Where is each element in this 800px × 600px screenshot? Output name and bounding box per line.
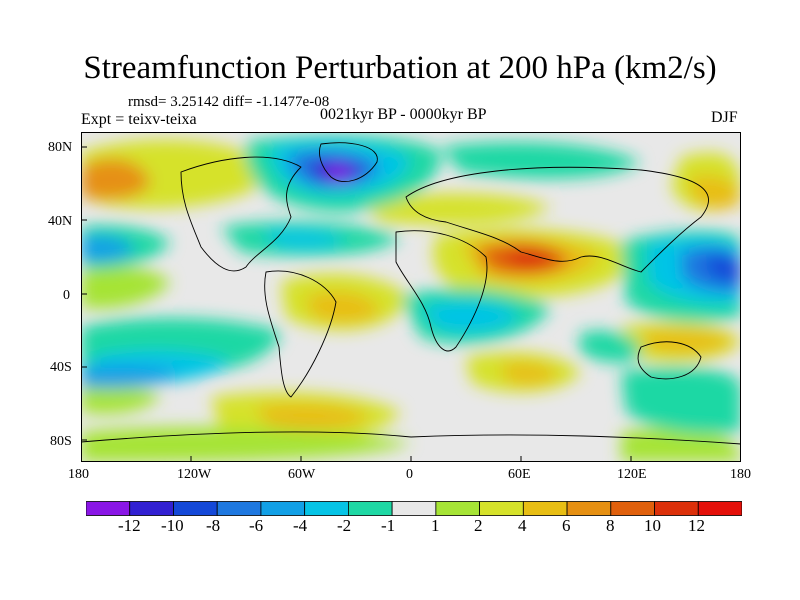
lon-label: 60W [288, 467, 316, 482]
colorbar-swatch [435, 501, 480, 516]
lon-label: 180 [730, 467, 751, 482]
colorbar-label: 2 [474, 516, 483, 535]
colorbar-swatch [391, 501, 437, 516]
colorbar [86, 501, 742, 516]
colorbar-swatch [86, 501, 131, 516]
colorbar-swatch [347, 501, 393, 516]
lat-label: 80N [48, 140, 73, 155]
lon-label: 120W [177, 467, 212, 482]
colorbar-swatch [697, 501, 742, 516]
lon-label: 180 [68, 467, 89, 482]
colorbar-label: -8 [206, 516, 221, 535]
colorbar-label: 12 [688, 516, 705, 535]
colorbar-swatch [522, 501, 568, 516]
eurasia-coast [405, 166, 709, 273]
antarctica-coast [81, 431, 741, 445]
lat-label: 80S [50, 434, 72, 449]
streamfunction-map [81, 132, 741, 462]
colorbar-label: 8 [606, 516, 615, 535]
colorbar-label: 1 [431, 516, 440, 535]
lon-label: 0 [406, 467, 413, 482]
lat-label: 40N [48, 214, 73, 229]
period-label: 0021kyr BP - 0000kyr BP [320, 106, 487, 123]
australia-coast [637, 341, 702, 380]
colorbar-label: -12 [118, 516, 141, 535]
colorbar-label: -2 [337, 516, 352, 535]
axis-ticks [81, 146, 632, 462]
colorbar-label: -6 [249, 516, 264, 535]
colorbar-swatch [173, 501, 218, 516]
colorbar-swatch [216, 501, 262, 516]
colorbar-label: -10 [161, 516, 184, 535]
colorbar-label: 6 [562, 516, 571, 535]
coastlines [81, 142, 741, 445]
experiment-label: Expt = teixv-teixa [81, 111, 197, 128]
colorbar-swatch [479, 501, 524, 516]
colorbar-label: -4 [293, 516, 308, 535]
africa-coast [395, 230, 488, 352]
contour-fill [81, 135, 741, 462]
greenland-coast [319, 142, 378, 182]
colorbar-swatch [304, 501, 349, 516]
colorbar-label: 10 [644, 516, 661, 535]
season-label: DJF [711, 109, 738, 126]
lat-label: 40S [50, 360, 72, 375]
colorbar-swatch [610, 501, 655, 516]
colorbar-label: 4 [518, 516, 527, 535]
colorbar-label: -1 [381, 516, 396, 535]
lon-label: 120E [617, 467, 647, 482]
south-america-coast [264, 270, 337, 398]
colorbar-swatch [260, 501, 306, 516]
colorbar-swatch [566, 501, 612, 516]
colorbar-swatch [654, 501, 699, 516]
lat-label: 0 [63, 288, 70, 303]
stats-text: rmsd= 3.25142 diff= -1.1477e-08 [128, 94, 330, 110]
north-america-coast [180, 156, 302, 272]
lon-label: 60E [508, 467, 531, 482]
plot-title: Streamfunction Perturbation at 200 hPa (… [83, 50, 717, 86]
colorbar-swatch [129, 501, 174, 516]
